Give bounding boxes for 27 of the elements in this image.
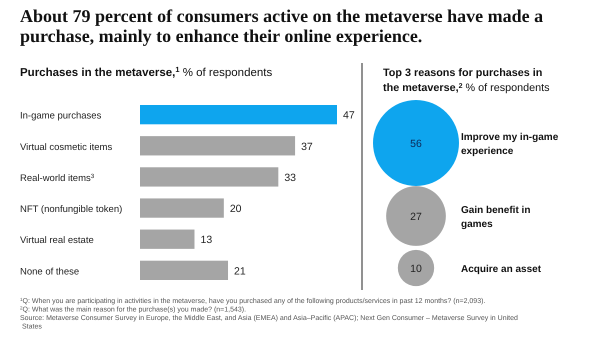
y-tick-label: Virtual cosmetic items xyxy=(20,142,112,153)
bar xyxy=(140,136,296,156)
bar xyxy=(140,167,278,187)
bar xyxy=(140,198,224,218)
data-label: 21 xyxy=(234,265,246,278)
y-tick-label: NFT (nonfungible token) xyxy=(20,204,122,216)
data-label: 10 xyxy=(410,263,422,275)
chart-title: About 79 percent of consumers active on the metaverse have made a purchase, mainly to enhance their online experience. xyxy=(20,6,544,46)
data-label: 33 xyxy=(284,172,296,184)
bar xyxy=(140,230,194,249)
y-tick-label: In-game purchases xyxy=(20,110,102,122)
bar xyxy=(140,105,337,124)
data-label: 13 xyxy=(200,234,212,246)
data-label: 27 xyxy=(410,211,422,223)
y-tick-label: Real-world items$^{3}$ xyxy=(20,172,95,184)
data-label: 20 xyxy=(230,203,242,216)
data-label: 56 xyxy=(410,138,422,150)
data-label: 37 xyxy=(301,140,313,153)
category-label: Improve my in-game experience xyxy=(461,132,559,157)
category-label: Gain benefit in games xyxy=(461,205,530,230)
bar xyxy=(140,260,228,280)
data-label: 47 xyxy=(343,110,355,122)
category-label: Acquire an asset xyxy=(461,264,542,275)
chart-subtitle: Purchases in the metaverse,$^{1}$ % of respondents xyxy=(20,64,272,79)
text: Top 3 reasons for purchases in the metaverse,$^{2}$ % of respondents xyxy=(383,67,550,94)
y-tick-label: Virtual real estate xyxy=(20,235,94,246)
y-tick-label: None of these xyxy=(20,266,80,278)
